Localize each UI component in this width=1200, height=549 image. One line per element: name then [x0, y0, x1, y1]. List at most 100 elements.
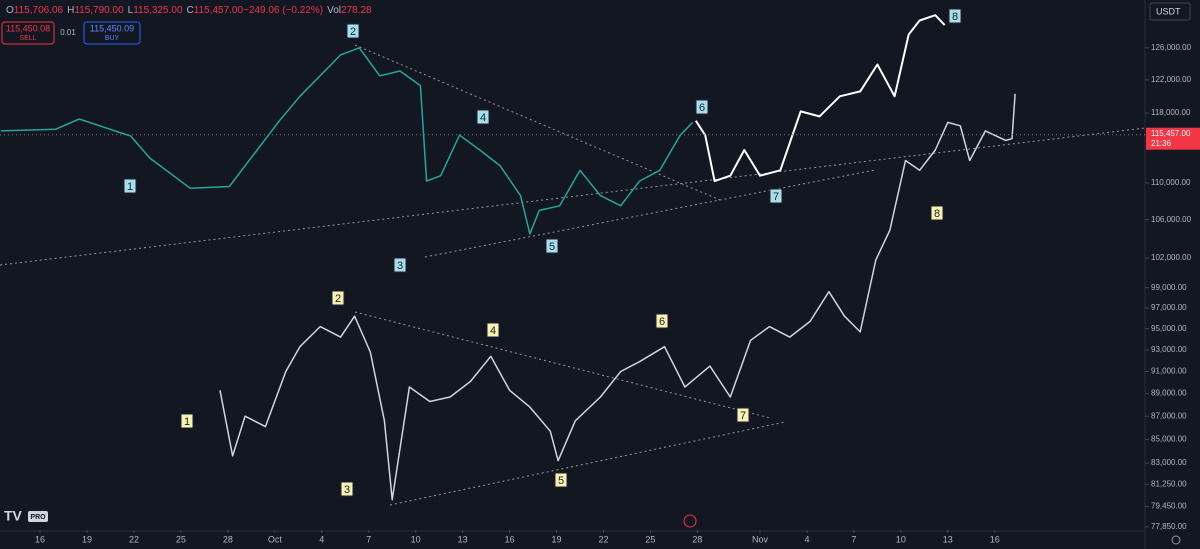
y-tick-label: 81,250.00 — [1151, 479, 1187, 488]
x-tick-label: 16 — [505, 534, 515, 544]
wave-label-box — [695, 99, 709, 115]
price-axis-bg — [1145, 0, 1200, 549]
ohlc-item: O — [6, 5, 14, 16]
currency[interactable]: USDT — [1156, 6, 1181, 16]
ohlc-item: L — [128, 5, 134, 16]
wave-label-box — [340, 481, 354, 497]
buy-price[interactable]: 115,450.09 — [90, 23, 134, 33]
sell-price[interactable]: 115,450.08 — [6, 23, 50, 33]
wave-label-box — [180, 413, 194, 429]
y-tick-label: 93,000.00 — [1151, 345, 1187, 354]
last-price-tag — [1146, 127, 1200, 150]
wave-label-box — [769, 188, 783, 204]
wave-label: 5 — [549, 241, 555, 253]
x-tick-label: 28 — [223, 534, 233, 544]
spread: 0.01 — [60, 28, 76, 37]
logo: TV — [4, 508, 23, 524]
y-tick-label: 97,000.00 — [1151, 303, 1187, 312]
wave-label: 3 — [397, 260, 403, 272]
wave-label: 1 — [127, 181, 133, 193]
y-tick-label: 83,000.00 — [1151, 458, 1187, 467]
wave-label-box — [486, 322, 500, 338]
trend-line — [424, 169, 876, 258]
wave-label-box — [331, 290, 345, 306]
ohlc-item: 278.28 — [341, 5, 372, 16]
price-line — [219, 93, 1016, 501]
ohlc-item: 115,325.00 — [133, 5, 183, 16]
wave-label: 1 — [184, 416, 190, 428]
x-tick-label: 25 — [645, 534, 655, 544]
x-tick-label: 4 — [804, 534, 809, 544]
logo-badge — [28, 511, 48, 522]
logo-pro: PRO — [30, 514, 46, 521]
wave-label-box — [346, 23, 360, 39]
y-tick-label: 89,000.00 — [1151, 389, 1187, 398]
x-tick-label: 10 — [896, 534, 906, 544]
ohlc-header: O115,706.06 H115,790.00 L115,325.00 C115,45… — [6, 5, 372, 16]
trend-line — [389, 421, 786, 506]
x-tick-label: 22 — [598, 534, 608, 544]
ohlc-item: −249.06 (−0.22%) — [243, 5, 323, 16]
ohlc-item: 115,457.00 — [194, 5, 244, 16]
wave-label-box — [930, 205, 944, 221]
y-tick-label: 85,000.00 — [1151, 434, 1187, 443]
y-tick-label: 122,000.00 — [1151, 75, 1192, 84]
y-tick-label: 106,000.00 — [1151, 215, 1192, 224]
y-tick-label: 110,000.00 — [1151, 178, 1191, 187]
trend-line — [354, 311, 771, 419]
ohlc-item: C — [187, 5, 194, 16]
x-tick-label: 16 — [990, 534, 1000, 544]
currency-box[interactable] — [1149, 2, 1191, 21]
event-icon[interactable] — [683, 514, 697, 528]
x-tick-label: 13 — [943, 534, 953, 544]
x-tick-label: 25 — [176, 534, 186, 544]
y-tick-label: 95,000.00 — [1151, 324, 1187, 333]
x-tick-label: 13 — [458, 534, 468, 544]
x-tick-label: 22 — [129, 534, 139, 544]
x-tick-label: 16 — [35, 534, 45, 544]
wave-label: 6 — [659, 316, 665, 328]
ohlc-item: 115,790.00 — [74, 5, 124, 16]
y-tick-label: 126,000.00 — [1151, 43, 1192, 52]
trend-line — [0, 127, 1146, 266]
y-tick-label: 99,000.00 — [1151, 283, 1187, 292]
settings-icon[interactable] — [1171, 535, 1181, 545]
price-line — [0, 47, 694, 235]
wave-label: 7 — [740, 410, 746, 422]
y-tick-label: 87,000.00 — [1151, 411, 1187, 420]
wave-label-box — [736, 407, 750, 423]
last-price-label: 115,457.00 — [1151, 129, 1191, 138]
y-tick-label: 102,000.00 — [1151, 253, 1192, 262]
trend-lines — [0, 44, 1146, 506]
x-tick-label: Oct — [268, 534, 283, 544]
ohlc-item: 115,706.06 — [14, 5, 64, 16]
buy-button[interactable] — [83, 21, 141, 45]
wave-label: 7 — [773, 191, 779, 203]
sell-button[interactable] — [1, 21, 55, 45]
x-tick-label: 19 — [552, 534, 562, 544]
buy-label[interactable]: BUY — [105, 35, 120, 42]
wave-label: 4 — [490, 325, 496, 337]
y-tick-label: 79,450.00 — [1151, 502, 1187, 511]
wave-label: 8 — [934, 208, 940, 220]
wave-label: 5 — [558, 475, 564, 487]
wave-label: 4 — [480, 112, 486, 124]
x-tick-label: 4 — [319, 534, 324, 544]
wave-label: 2 — [350, 26, 356, 38]
wave-label-box — [948, 8, 962, 24]
wave-label-box — [545, 238, 559, 254]
y-tick-label: 118,000.00 — [1151, 108, 1191, 117]
wave-label: 6 — [699, 102, 705, 114]
wave-label-box — [476, 109, 490, 125]
x-tick-label: Nov — [752, 534, 769, 544]
y-tick-label: 77,850.00 — [1151, 522, 1187, 531]
ohlc-item: H — [67, 5, 74, 16]
sell-label[interactable]: SELL — [19, 35, 36, 42]
wave-label-box — [393, 257, 407, 273]
price-line — [694, 14, 946, 183]
wave-label: 8 — [952, 11, 958, 23]
wave-label-box — [655, 313, 669, 329]
x-tick-label: 7 — [851, 534, 856, 544]
